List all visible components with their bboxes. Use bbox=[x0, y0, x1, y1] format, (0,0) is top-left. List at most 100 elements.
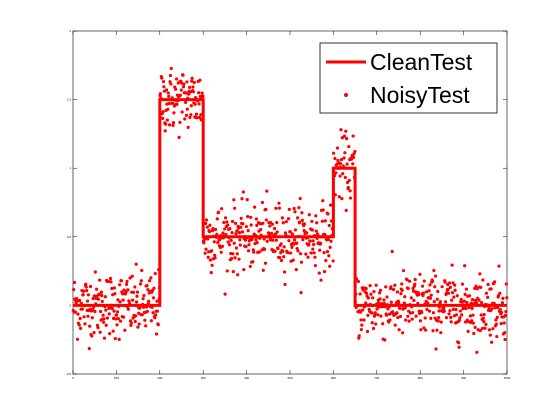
noisy-point bbox=[202, 241, 206, 245]
noisy-point bbox=[180, 110, 184, 114]
noisy-point bbox=[239, 216, 243, 220]
noisy-point bbox=[340, 136, 344, 140]
noisy-point bbox=[240, 230, 245, 234]
noisy-point bbox=[189, 113, 193, 117]
noisy-point bbox=[164, 88, 169, 92]
noisy-point bbox=[93, 270, 97, 274]
noisy-point bbox=[362, 318, 366, 322]
noisy-point bbox=[369, 292, 373, 296]
noisy-point bbox=[398, 306, 402, 311]
noisy-point bbox=[190, 79, 194, 83]
noisy-point bbox=[325, 250, 330, 254]
noisy-point bbox=[401, 269, 406, 273]
noisy-point bbox=[199, 113, 203, 117]
noisy-point bbox=[218, 237, 222, 241]
noisy-point bbox=[85, 288, 89, 293]
noisy-point bbox=[144, 324, 148, 328]
noisy-point bbox=[484, 322, 488, 326]
noisy-point bbox=[474, 301, 478, 305]
noisy-point bbox=[282, 245, 286, 249]
noisy-point bbox=[184, 113, 189, 117]
noisy-point bbox=[375, 307, 379, 311]
noisy-point bbox=[223, 292, 227, 296]
noisy-point bbox=[324, 258, 328, 263]
noisy-point bbox=[345, 162, 349, 166]
noisy-point bbox=[417, 293, 421, 297]
noisy-point bbox=[212, 240, 216, 244]
noisy-point bbox=[76, 312, 80, 316]
noisy-point bbox=[227, 243, 232, 247]
noisy-point bbox=[190, 76, 194, 80]
noisy-point bbox=[133, 319, 137, 324]
noisy-point bbox=[390, 249, 394, 254]
noisy-point bbox=[304, 252, 308, 256]
noisy-point bbox=[482, 320, 486, 324]
noisy-point bbox=[333, 156, 337, 161]
noisy-point bbox=[107, 312, 111, 316]
noisy-point bbox=[80, 307, 84, 311]
noisy-point bbox=[503, 337, 507, 342]
noisy-point bbox=[457, 345, 461, 349]
noisy-point bbox=[498, 308, 502, 312]
noisy-point bbox=[399, 292, 403, 296]
noisy-point bbox=[220, 244, 225, 248]
noisy-point bbox=[299, 252, 303, 256]
noisy-point bbox=[395, 311, 399, 315]
noisy-point bbox=[161, 116, 165, 120]
noisy-point bbox=[444, 316, 449, 320]
noisy-point bbox=[410, 317, 414, 321]
noisy-point bbox=[391, 287, 396, 292]
noisy-point bbox=[182, 82, 186, 86]
noisy-point bbox=[505, 296, 509, 300]
noisy-point bbox=[364, 301, 368, 305]
noisy-point bbox=[187, 92, 191, 96]
noisy-point bbox=[133, 285, 137, 289]
noisy-point bbox=[284, 220, 288, 224]
noisy-point bbox=[115, 323, 119, 327]
noisy-point bbox=[299, 291, 303, 295]
noisy-point bbox=[467, 294, 472, 298]
legend-box bbox=[319, 42, 498, 114]
noisy-point bbox=[299, 260, 304, 264]
noisy-point bbox=[98, 278, 102, 282]
noisy-point bbox=[179, 88, 183, 92]
noisy-point bbox=[454, 307, 458, 312]
noisy-point bbox=[393, 323, 397, 327]
noisy-point bbox=[418, 272, 422, 276]
noisy-point bbox=[359, 318, 363, 322]
noisy-point bbox=[454, 313, 459, 317]
noisy-point bbox=[440, 285, 444, 289]
noisy-point bbox=[379, 314, 383, 318]
noisy-point bbox=[332, 151, 336, 155]
noisy-point bbox=[321, 208, 325, 212]
noisy-point bbox=[458, 316, 462, 320]
noisy-point bbox=[73, 310, 77, 314]
noisy-point bbox=[491, 327, 495, 331]
noisy-point bbox=[438, 300, 442, 304]
noisy-point bbox=[308, 239, 312, 243]
noisy-point bbox=[495, 334, 499, 339]
noisy-point bbox=[326, 212, 330, 216]
noisy-point bbox=[396, 315, 400, 320]
noisy-point bbox=[411, 311, 415, 315]
noisy-point bbox=[474, 284, 478, 288]
noisy-point bbox=[200, 91, 204, 95]
noisy-point bbox=[225, 269, 229, 273]
noisy-point bbox=[307, 213, 311, 217]
tick-label: 100 bbox=[114, 376, 119, 380]
noisy-point bbox=[121, 298, 125, 302]
legend-label-clean: CleanTest bbox=[370, 49, 473, 75]
noisy-point bbox=[102, 317, 106, 321]
noisy-point bbox=[154, 332, 159, 336]
noisy-point bbox=[345, 137, 349, 141]
noisy-point bbox=[208, 258, 212, 262]
noisy-point bbox=[287, 239, 291, 243]
noisy-point bbox=[403, 295, 407, 299]
noisy-point bbox=[171, 101, 175, 105]
noisy-point bbox=[141, 297, 145, 301]
noisy-point bbox=[450, 291, 455, 295]
noisy-point bbox=[312, 251, 316, 255]
noisy-point bbox=[336, 158, 340, 163]
noisy-point bbox=[225, 220, 229, 224]
